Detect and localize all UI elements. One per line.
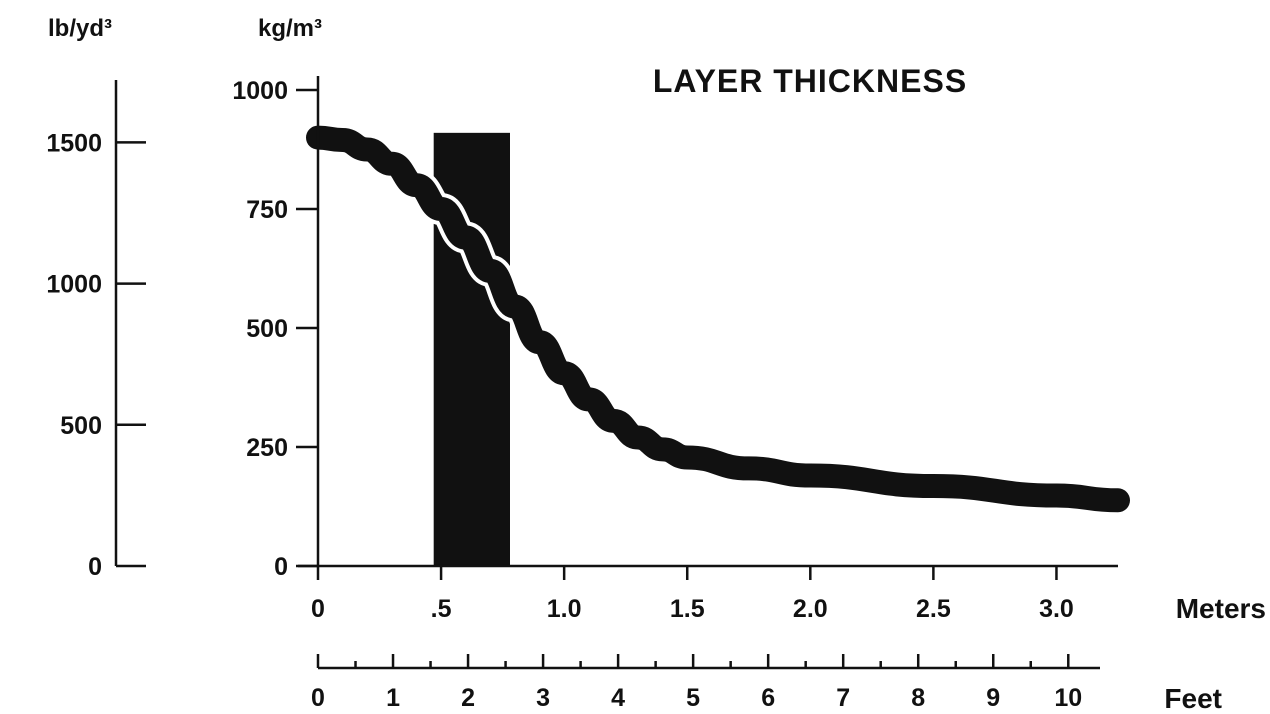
- x-meters-tick-label: .5: [431, 595, 452, 623]
- x-axis-unit-meters: Meters: [1176, 593, 1266, 624]
- x-feet-tick-label: 1: [386, 684, 400, 712]
- x-feet-tick-label: 9: [986, 684, 1000, 712]
- y-kg-tick-label: 0: [274, 553, 288, 581]
- density-curve-line: [306, 125, 1130, 513]
- y-kg-tick-label: 250: [246, 434, 288, 462]
- y-lb-tick-label: 500: [60, 412, 102, 440]
- y-lb-tick-label: 1000: [46, 271, 102, 299]
- x-axis-unit-feet: Feet: [1164, 683, 1222, 714]
- x-feet-tick-label: 2: [461, 684, 475, 712]
- x-feet-tick-label: 5: [686, 684, 700, 712]
- y-axis-unit-lb: lb/yd³: [48, 15, 112, 42]
- y-kg-tick-label: 1000: [232, 77, 288, 105]
- x-meters-tick-label: 0: [311, 595, 325, 623]
- x-meters-tick-label: 3.0: [1039, 595, 1074, 623]
- y-axis-unit-kg: kg/m³: [258, 15, 322, 42]
- x-meters-tick-label: 1.5: [670, 595, 705, 623]
- x-feet-tick-label: 4: [611, 684, 625, 712]
- y-lb-tick-label: 0: [88, 553, 102, 581]
- x-feet-tick-label: 10: [1054, 684, 1082, 712]
- x-feet-tick-label: 7: [836, 684, 850, 712]
- x-meters-tick-label: 2.0: [793, 595, 828, 623]
- chart-title: LAYER THICKNESS: [653, 63, 967, 99]
- x-feet-tick-label: 0: [311, 684, 325, 712]
- y-kg-tick-label: 750: [246, 196, 288, 224]
- y-lb-tick-label: 1500: [46, 129, 102, 157]
- x-feet-tick-label: 8: [911, 684, 925, 712]
- density-curve: [302, 121, 1134, 517]
- x-feet-tick-label: 6: [761, 684, 775, 712]
- x-feet-tick-label: 3: [536, 684, 550, 712]
- x-meters-tick-label: 2.5: [916, 595, 951, 623]
- y-kg-tick-label: 500: [246, 315, 288, 343]
- x-meters-tick-label: 1.0: [547, 595, 582, 623]
